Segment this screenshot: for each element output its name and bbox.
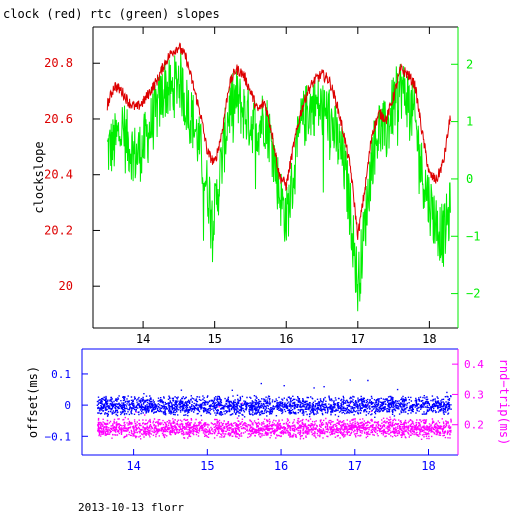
- footer-label: 2013-10-13 florr: [78, 501, 184, 512]
- bottom-x-tick-label: 18: [421, 459, 435, 473]
- bottom-x-tick-label: 17: [348, 459, 362, 473]
- top-right-tick-label: −2: [466, 287, 480, 301]
- top-right-tick-label: 2: [466, 57, 473, 71]
- top-chart: 14 15 16 17 18 20 20.2 20.4 20.6 20.8 −2 −1 0 1 2 clock…: [32, 26, 480, 346]
- top-left-tick-label: 20.4: [44, 168, 73, 182]
- bottom-left-axis-label: offset(ms): [26, 366, 40, 438]
- offset-scatter-points: [96, 379, 452, 418]
- top-left-tick-label: 20.8: [44, 56, 73, 70]
- bottom-chart: 14 15 16 17 18 −0.1 0 0.1 0.2 0.3 0.4 offset(ms) rnd…: [26, 348, 511, 473]
- bottom-left-tick-label: −0.1: [45, 430, 72, 443]
- rtc-series-line: [106, 52, 451, 312]
- bottom-x-tick-label: 15: [200, 459, 214, 473]
- top-x-tick-label: 14: [136, 332, 150, 346]
- top-x-tick-label: 16: [279, 332, 293, 346]
- bottom-right-axis-label: rnd−trip(ms): [497, 359, 511, 446]
- bottom-left-tick-label: 0: [64, 399, 71, 412]
- rtt-scatter-points: [97, 402, 452, 440]
- bottom-right-tick-label: 0.3: [464, 388, 484, 401]
- top-x-tick-label: 18: [422, 332, 436, 346]
- bottom-left-tick-label: 0.1: [51, 368, 71, 381]
- chart-title: clock (red) rtc (green) slopes: [3, 7, 220, 21]
- top-x-tick-label: 17: [351, 332, 365, 346]
- bottom-right-tick-label: 0.4: [464, 358, 484, 371]
- top-right-tick-label: 1: [466, 115, 473, 129]
- bottom-x-tick-label: 14: [126, 459, 140, 473]
- top-left-tick-label: 20.2: [44, 223, 73, 237]
- bottom-x-tick-label: 16: [274, 459, 288, 473]
- top-left-tick-label: 20: [59, 279, 73, 293]
- top-right-tick-label: 0: [466, 172, 473, 186]
- bottom-right-tick-label: 0.2: [464, 419, 484, 432]
- top-y-axis-label: clockslope: [32, 141, 46, 213]
- top-x-tick-label: 15: [207, 332, 221, 346]
- top-left-tick-label: 20.6: [44, 112, 73, 126]
- clock-series-line: [106, 42, 451, 240]
- top-right-tick-label: −1: [466, 229, 480, 243]
